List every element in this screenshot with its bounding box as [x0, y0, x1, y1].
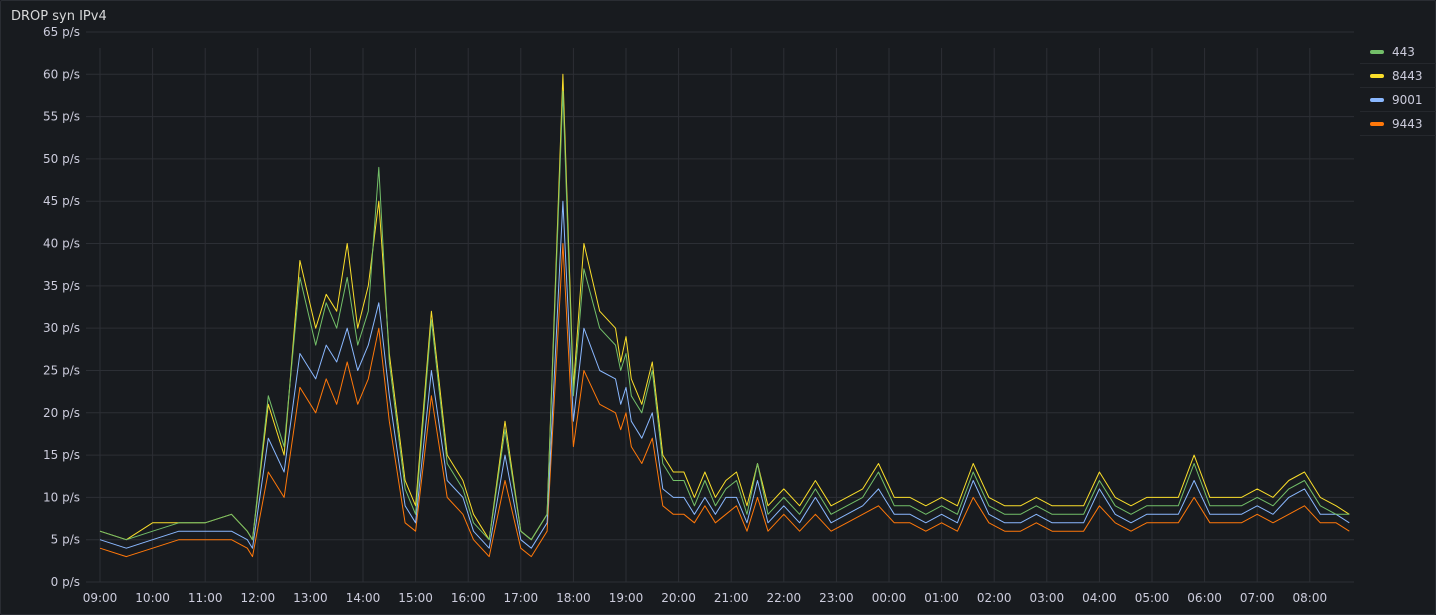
- x-tick-label: 00:00: [872, 591, 907, 605]
- series-lines: [99, 73, 1350, 558]
- y-tick-label: 15 p/s: [43, 448, 80, 462]
- x-tick-label: 09:00: [83, 591, 118, 605]
- legend-item-443[interactable]: 443: [1360, 40, 1436, 64]
- x-tick-label: 14:00: [346, 591, 381, 605]
- legend-swatch: [1370, 97, 1384, 102]
- y-tick-label: 55 p/s: [43, 110, 80, 124]
- x-tick-label: 15:00: [398, 591, 433, 605]
- legend-item-8443[interactable]: 8443: [1360, 64, 1436, 88]
- x-tick-label: 03:00: [1030, 591, 1065, 605]
- x-tick-label: 20:00: [661, 591, 696, 605]
- y-tick-label: 0 p/s: [51, 575, 80, 589]
- x-tick-label: 23:00: [819, 591, 854, 605]
- x-tick-label: 12:00: [241, 591, 276, 605]
- x-tick-label: 13:00: [293, 591, 328, 605]
- series-line-443: [99, 90, 1350, 541]
- y-tick-label: 5 p/s: [51, 533, 80, 547]
- legend-swatch: [1370, 73, 1384, 78]
- y-tick-label: 10 p/s: [43, 490, 80, 504]
- legend: 443 8443 9001 9443: [1360, 40, 1436, 136]
- x-tick-label: 19:00: [609, 591, 644, 605]
- legend-item-9001[interactable]: 9001: [1360, 88, 1436, 112]
- panel-title: DROP syn IPv4: [11, 9, 107, 24]
- x-tick-label: 01:00: [924, 591, 959, 605]
- y-tick-label: 45 p/s: [43, 194, 80, 208]
- grid: [86, 31, 1354, 583]
- legend-label: 443: [1392, 44, 1415, 59]
- x-tick-label: 17:00: [504, 591, 539, 605]
- series-line-9443: [99, 243, 1350, 558]
- x-tick-label: 21:00: [714, 591, 749, 605]
- series-line-9001: [99, 200, 1350, 549]
- x-tick-label: 18:00: [556, 591, 591, 605]
- x-axis-ticks: 09:00 10:00 11:00 12:00 13:00 14:00 15:00 16:00…: [83, 591, 1327, 605]
- x-tick-label: 16:00: [451, 591, 486, 605]
- legend-swatch: [1370, 121, 1384, 126]
- series-line-8443: [99, 73, 1350, 541]
- x-tick-label: 11:00: [188, 591, 223, 605]
- x-tick-label: 06:00: [1187, 591, 1222, 605]
- x-tick-label: 10:00: [135, 591, 170, 605]
- x-tick-label: 04:00: [1082, 591, 1117, 605]
- x-tick-label: 07:00: [1240, 591, 1275, 605]
- x-tick-label: 22:00: [767, 591, 802, 605]
- y-tick-label: 40 p/s: [43, 237, 80, 251]
- legend-swatch: [1370, 49, 1384, 54]
- x-tick-label: 05:00: [1135, 591, 1170, 605]
- y-tick-label: 25 p/s: [43, 363, 80, 377]
- legend-label: 9001: [1392, 92, 1423, 107]
- y-tick-label: 20 p/s: [43, 406, 80, 420]
- legend-item-9443[interactable]: 9443: [1360, 112, 1436, 136]
- y-tick-label: 35 p/s: [43, 279, 80, 293]
- y-tick-label: 65 p/s: [43, 25, 80, 39]
- x-tick-label: 02:00: [977, 591, 1012, 605]
- y-tick-label: 60 p/s: [43, 67, 80, 81]
- y-tick-label: 30 p/s: [43, 321, 80, 335]
- legend-label: 8443: [1392, 68, 1423, 83]
- y-tick-label: 50 p/s: [43, 152, 80, 166]
- x-tick-label: 08:00: [1293, 591, 1328, 605]
- y-axis-ticks: 0 p/s 5 p/s 10 p/s 15 p/s 20 p/s 25 p/s 30 p/s…: [43, 25, 80, 589]
- legend-label: 9443: [1392, 116, 1423, 131]
